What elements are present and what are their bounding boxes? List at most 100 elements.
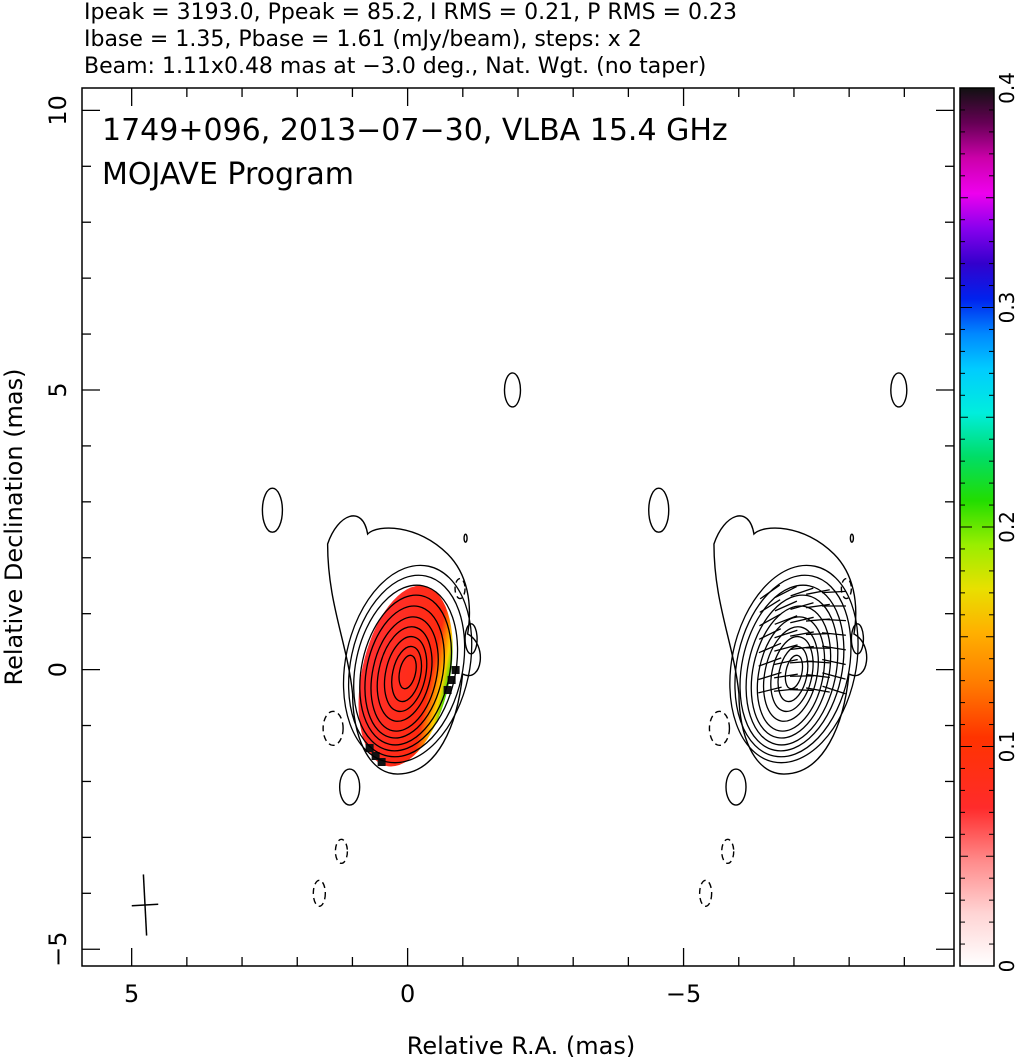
negative-contour <box>698 879 713 907</box>
evpa-tick <box>774 585 797 599</box>
plot-frame <box>81 87 955 967</box>
contour-level <box>750 605 832 739</box>
negative-contour <box>322 710 344 747</box>
evpa-tick <box>758 671 782 681</box>
contour-island <box>890 372 908 408</box>
colorbar-tick-label: 0.2 <box>995 511 1019 543</box>
polarization-pixel <box>365 744 374 753</box>
contour-level <box>734 574 852 758</box>
y-tick-label: −5 <box>44 932 72 967</box>
evpa-tick <box>805 673 830 679</box>
evpa-tick <box>773 673 798 679</box>
evpa-tick <box>774 615 798 625</box>
evpa-tick <box>805 660 830 664</box>
evpa-tick <box>774 600 798 612</box>
contour-level <box>370 616 439 732</box>
contour-level <box>359 594 453 746</box>
colorbar-tick-label: 0.3 <box>995 292 1019 324</box>
evpa-tick <box>821 618 846 622</box>
program-annotation: MOJAVE Program <box>102 157 354 192</box>
contour-outer <box>326 515 481 775</box>
contour-island <box>725 768 747 806</box>
negative-contour <box>334 838 349 865</box>
negative-contour <box>708 710 731 747</box>
map-layers <box>131 372 908 936</box>
contour-level <box>353 584 459 752</box>
evpa-tick <box>789 688 814 692</box>
evpa-tick <box>758 642 782 654</box>
contour-level <box>342 564 473 764</box>
contour-level <box>745 594 839 746</box>
contour-outer <box>713 515 868 775</box>
evpa-tick <box>759 613 781 627</box>
evpa-tick <box>774 644 798 652</box>
contour-island <box>463 533 468 543</box>
contour-island <box>648 487 670 533</box>
contour-level <box>777 645 809 703</box>
contour-level <box>383 635 428 713</box>
y-tick-label: 5 <box>44 382 72 397</box>
polarization-pixel <box>377 758 386 767</box>
evpa-tick <box>821 590 846 594</box>
evpa-tick <box>790 616 814 624</box>
evpa-tick <box>758 628 782 640</box>
evpa-tick <box>790 631 814 637</box>
evpa-tick <box>790 587 814 597</box>
contour-islands <box>648 372 908 907</box>
contour-level <box>376 626 433 722</box>
contour-level <box>347 574 466 758</box>
contour-island <box>464 623 478 655</box>
contour-set <box>713 515 868 775</box>
contour-islands <box>261 372 522 907</box>
polarization-pixel <box>371 752 380 761</box>
contour-island <box>849 533 855 543</box>
negative-contour <box>840 577 853 600</box>
evpa-tick <box>805 603 830 609</box>
evpa-tick <box>758 686 782 694</box>
evpa-tick <box>759 599 781 613</box>
contour-level <box>784 654 804 690</box>
contour-level <box>770 635 814 713</box>
negative-contour <box>721 838 735 865</box>
contour-set <box>326 515 481 775</box>
contour-level <box>762 626 819 722</box>
source-annotation: 1749+096, 2013−07−30, VLBA 15.4 GHz <box>102 113 728 148</box>
evpa-tick <box>822 685 846 695</box>
contour-island <box>338 768 361 806</box>
contour-level <box>364 605 445 739</box>
contour-level <box>391 645 423 703</box>
evpa-tick <box>789 645 814 651</box>
evpa-tick <box>821 632 846 636</box>
evpa-vectors <box>758 584 846 695</box>
evpa-tick <box>821 645 846 651</box>
evpa-tick <box>759 584 781 600</box>
contour-level <box>398 654 417 690</box>
polarization-pixel <box>447 676 456 685</box>
header-line-1: Ipeak = 3193.0, Ppeak = 85.2, I RMS = 0.… <box>84 0 737 25</box>
beam-cross <box>131 874 159 936</box>
colorbar-tick-label: 0.1 <box>995 731 1019 763</box>
x-tick-label: −5 <box>666 980 701 1008</box>
x-axis-title: Relative R.A. (mas) <box>407 1032 635 1060</box>
y-tick-label: 0 <box>44 662 72 677</box>
colorbar-tick-label: 0.4 <box>995 72 1019 104</box>
evpa-tick <box>822 672 846 680</box>
y-axis-title: Relative Declination (mas) <box>0 368 28 685</box>
evpa-tick <box>822 658 846 666</box>
colorbar-ticks: 0 0.1 0.2 0.3 0.4 <box>960 72 1019 972</box>
contour-level <box>729 564 859 764</box>
contour-island <box>850 623 865 655</box>
evpa-tick <box>774 629 798 639</box>
header-line-3: Beam: 1.11x0.48 mas at −3.0 deg., Nat. W… <box>84 54 706 79</box>
evpa-tick <box>790 602 814 610</box>
beam-minor-axis <box>131 903 159 907</box>
evpa-tick <box>806 687 830 693</box>
contour-island <box>503 372 522 408</box>
contour-island <box>261 487 284 533</box>
x-tick-label: 0 <box>400 980 415 1008</box>
evpa-tick <box>774 658 798 666</box>
negative-contour <box>312 879 327 907</box>
header-line-2: Ibase = 1.35, Pbase = 1.61 (mJy/beam), s… <box>84 27 642 52</box>
colorbar-tick-label: 0 <box>995 960 1019 973</box>
